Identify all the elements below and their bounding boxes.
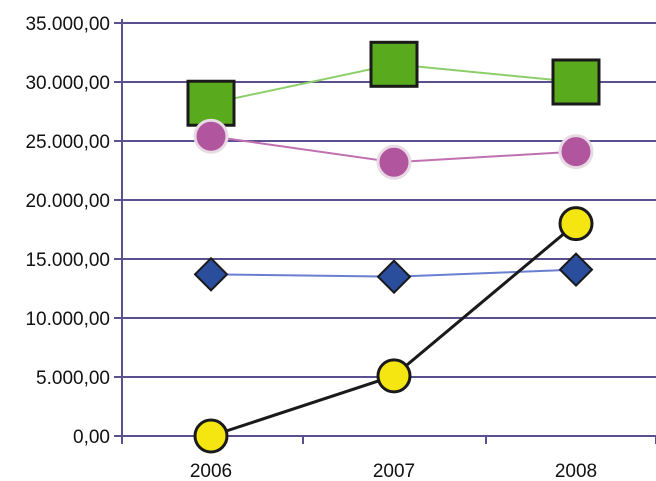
data-point-diamond [376, 259, 412, 295]
y-tick-label: 35.000,00 [25, 14, 110, 35]
x-tick-label: 2008 [555, 461, 597, 481]
y-tick-label: 15.000,00 [25, 250, 110, 271]
data-point-square [186, 79, 236, 127]
data-point-circle [376, 144, 412, 180]
series-1 [186, 40, 601, 127]
series-2 [193, 118, 594, 180]
series-line [210, 222, 577, 438]
series-4 [193, 206, 594, 454]
y-tick-label: 10.000,00 [25, 309, 110, 330]
data-point-circle [376, 358, 412, 394]
y-tick-label: 20.000,00 [25, 191, 110, 212]
series-layer [186, 40, 601, 454]
data-point-diamond [193, 256, 229, 292]
data-point-circle [558, 134, 594, 170]
series-3 [193, 252, 594, 295]
data-point-circle [193, 418, 229, 454]
data-point-square [551, 58, 601, 106]
data-point-diamond [558, 252, 594, 288]
y-tick-label: 0,00 [73, 427, 110, 448]
data-point-square [369, 40, 419, 88]
y-tick-label: 5.000,00 [36, 368, 110, 389]
data-point-circle [193, 118, 229, 154]
y-tick-label: 30.000,00 [25, 73, 110, 94]
data-point-circle [558, 206, 594, 242]
x-tick-label: 2006 [190, 461, 232, 481]
axis-labels: 0,00 5.000,00 10.000,00 15.000,00 20.000,00 2… [25, 14, 597, 481]
x-tick-label: 2007 [373, 461, 415, 481]
y-tick-label: 25.000,00 [25, 132, 110, 153]
